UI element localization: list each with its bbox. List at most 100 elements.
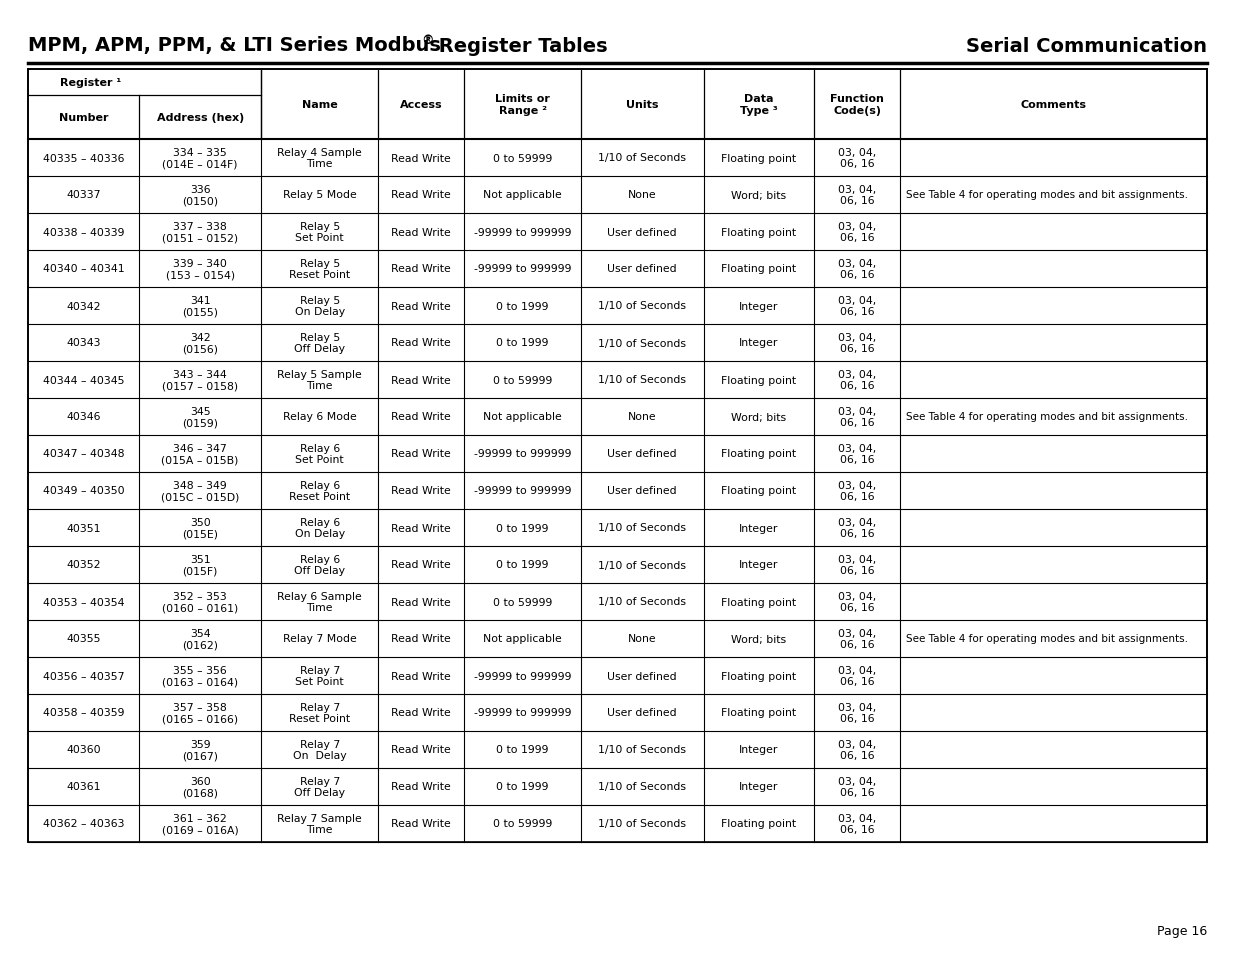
Text: 1/10 of Seconds: 1/10 of Seconds xyxy=(598,523,687,533)
Text: ®: ® xyxy=(421,33,433,47)
Text: Integer: Integer xyxy=(740,338,778,348)
Text: Relay 5
On Delay: Relay 5 On Delay xyxy=(295,295,345,317)
Text: 355 – 356
(0163 – 0164): 355 – 356 (0163 – 0164) xyxy=(162,665,238,686)
Text: None: None xyxy=(627,634,657,644)
Text: Integer: Integer xyxy=(740,560,778,570)
Text: Relay 6
Off Delay: Relay 6 Off Delay xyxy=(294,554,346,576)
Text: 03, 04,
06, 16: 03, 04, 06, 16 xyxy=(839,258,877,280)
Text: Floating point: Floating point xyxy=(721,486,797,496)
Text: 352 – 353
(0160 – 0161): 352 – 353 (0160 – 0161) xyxy=(162,591,238,613)
Text: 0 to 1999: 0 to 1999 xyxy=(496,744,548,755)
Text: Relay 7
Set Point: Relay 7 Set Point xyxy=(295,665,345,686)
Text: Read Write: Read Write xyxy=(391,449,451,459)
Text: See Table 4 for operating modes and bit assignments.: See Table 4 for operating modes and bit … xyxy=(906,412,1188,422)
Text: User defined: User defined xyxy=(608,227,677,237)
Text: Word; bits: Word; bits xyxy=(731,412,787,422)
Text: Relay 5
Reset Point: Relay 5 Reset Point xyxy=(289,258,351,280)
Text: Floating point: Floating point xyxy=(721,449,797,459)
Text: Read Write: Read Write xyxy=(391,597,451,607)
Text: None: None xyxy=(627,191,657,200)
Text: 03, 04,
06, 16: 03, 04, 06, 16 xyxy=(839,480,877,502)
Text: Read Write: Read Write xyxy=(391,301,451,312)
Text: 40349 – 40350: 40349 – 40350 xyxy=(42,486,125,496)
Text: 03, 04,
06, 16: 03, 04, 06, 16 xyxy=(839,333,877,354)
Text: Address (hex): Address (hex) xyxy=(157,112,243,123)
Text: Read Write: Read Write xyxy=(391,191,451,200)
Text: 346 – 347
(015A – 015B): 346 – 347 (015A – 015B) xyxy=(162,443,238,465)
Text: 03, 04,
06, 16: 03, 04, 06, 16 xyxy=(839,702,877,723)
Text: 03, 04,
06, 16: 03, 04, 06, 16 xyxy=(839,185,877,206)
Text: 341
(0155): 341 (0155) xyxy=(182,295,219,317)
Text: 361 – 362
(0169 – 016A): 361 – 362 (0169 – 016A) xyxy=(162,813,238,835)
Text: Floating point: Floating point xyxy=(721,153,797,163)
Text: 03, 04,
06, 16: 03, 04, 06, 16 xyxy=(839,406,877,428)
Text: 1/10 of Seconds: 1/10 of Seconds xyxy=(598,301,687,312)
Text: Limits or
Range ²: Limits or Range ² xyxy=(495,94,550,115)
Text: 40335 – 40336: 40335 – 40336 xyxy=(43,153,125,163)
Text: 1/10 of Seconds: 1/10 of Seconds xyxy=(598,338,687,348)
Text: 0 to 1999: 0 to 1999 xyxy=(496,301,548,312)
Text: 0 to 1999: 0 to 1999 xyxy=(496,338,548,348)
Text: 0 to 59999: 0 to 59999 xyxy=(493,597,552,607)
Text: Word; bits: Word; bits xyxy=(731,634,787,644)
Text: 03, 04,
06, 16: 03, 04, 06, 16 xyxy=(839,813,877,835)
Text: See Table 4 for operating modes and bit assignments.: See Table 4 for operating modes and bit … xyxy=(906,191,1188,200)
Text: 336
(0150): 336 (0150) xyxy=(182,185,219,206)
Text: Integer: Integer xyxy=(740,781,778,792)
Text: Relay 5
Set Point: Relay 5 Set Point xyxy=(295,221,345,243)
Text: Integer: Integer xyxy=(740,523,778,533)
Text: 03, 04,
06, 16: 03, 04, 06, 16 xyxy=(839,591,877,613)
Text: 03, 04,
06, 16: 03, 04, 06, 16 xyxy=(839,776,877,798)
Text: 337 – 338
(0151 – 0152): 337 – 338 (0151 – 0152) xyxy=(162,221,238,243)
Text: 339 – 340
(153 – 0154): 339 – 340 (153 – 0154) xyxy=(165,258,235,280)
Text: Floating point: Floating point xyxy=(721,375,797,385)
Text: Read Write: Read Write xyxy=(391,744,451,755)
Text: Read Write: Read Write xyxy=(391,708,451,718)
Text: 345
(0159): 345 (0159) xyxy=(182,406,219,428)
Text: Read Write: Read Write xyxy=(391,560,451,570)
Text: 1/10 of Seconds: 1/10 of Seconds xyxy=(598,375,687,385)
Text: Data
Type ³: Data Type ³ xyxy=(740,94,778,115)
Text: 40360: 40360 xyxy=(67,744,101,755)
Text: 40340 – 40341: 40340 – 40341 xyxy=(42,264,125,274)
Text: Read Write: Read Write xyxy=(391,264,451,274)
Text: Relay 6
Set Point: Relay 6 Set Point xyxy=(295,443,345,465)
Text: Comments: Comments xyxy=(1021,100,1087,110)
Text: User defined: User defined xyxy=(608,264,677,274)
Text: 343 – 344
(0157 – 0158): 343 – 344 (0157 – 0158) xyxy=(162,370,238,391)
Text: 03, 04,
06, 16: 03, 04, 06, 16 xyxy=(839,665,877,686)
Text: Read Write: Read Write xyxy=(391,634,451,644)
Text: Floating point: Floating point xyxy=(721,708,797,718)
Text: Not applicable: Not applicable xyxy=(483,191,562,200)
Text: Not applicable: Not applicable xyxy=(483,634,562,644)
Text: 03, 04,
06, 16: 03, 04, 06, 16 xyxy=(839,148,877,169)
Text: 03, 04,
06, 16: 03, 04, 06, 16 xyxy=(839,295,877,317)
Text: 03, 04,
06, 16: 03, 04, 06, 16 xyxy=(839,554,877,576)
Text: 334 – 335
(014E – 014F): 334 – 335 (014E – 014F) xyxy=(162,148,238,169)
Text: Relay 4 Sample
Time: Relay 4 Sample Time xyxy=(278,148,362,169)
Text: Read Write: Read Write xyxy=(391,486,451,496)
Text: Relay 7
On  Delay: Relay 7 On Delay xyxy=(293,739,347,760)
Text: -99999 to 999999: -99999 to 999999 xyxy=(474,264,572,274)
Text: 0 to 59999: 0 to 59999 xyxy=(493,375,552,385)
Text: See Table 4 for operating modes and bit assignments.: See Table 4 for operating modes and bit … xyxy=(906,634,1188,644)
Text: Read Write: Read Write xyxy=(391,227,451,237)
Text: Read Write: Read Write xyxy=(391,338,451,348)
Text: Integer: Integer xyxy=(740,301,778,312)
Text: 1/10 of Seconds: 1/10 of Seconds xyxy=(598,597,687,607)
Text: 03, 04,
06, 16: 03, 04, 06, 16 xyxy=(839,739,877,760)
Text: 40361: 40361 xyxy=(67,781,101,792)
Text: 40352: 40352 xyxy=(67,560,101,570)
Text: Relay 5 Sample
Time: Relay 5 Sample Time xyxy=(278,370,362,391)
Text: 357 – 358
(0165 – 0166): 357 – 358 (0165 – 0166) xyxy=(162,702,238,723)
Text: 40353 – 40354: 40353 – 40354 xyxy=(43,597,125,607)
Text: Read Write: Read Write xyxy=(391,671,451,680)
Text: -99999 to 999999: -99999 to 999999 xyxy=(474,486,572,496)
Text: Not applicable: Not applicable xyxy=(483,412,562,422)
Text: 40342: 40342 xyxy=(67,301,101,312)
Text: 359
(0167): 359 (0167) xyxy=(182,739,219,760)
Text: Relay 7 Mode: Relay 7 Mode xyxy=(283,634,357,644)
Text: 03, 04,
06, 16: 03, 04, 06, 16 xyxy=(839,443,877,465)
Text: Floating point: Floating point xyxy=(721,227,797,237)
Text: 348 – 349
(015C – 015D): 348 – 349 (015C – 015D) xyxy=(161,480,240,502)
